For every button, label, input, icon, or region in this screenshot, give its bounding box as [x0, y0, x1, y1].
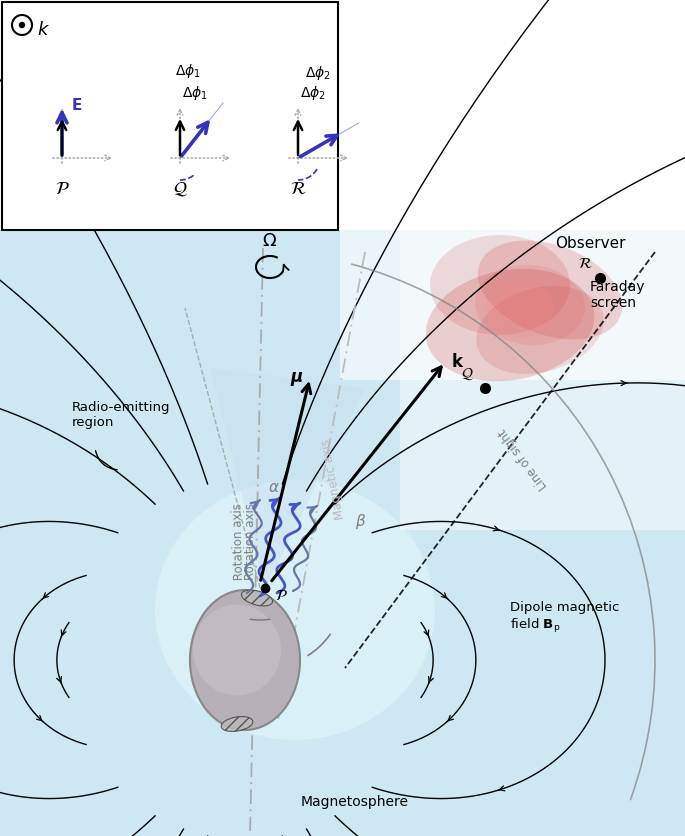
- Ellipse shape: [476, 286, 603, 374]
- Ellipse shape: [430, 235, 570, 335]
- Text: $\Delta\phi_2$: $\Delta\phi_2$: [300, 84, 326, 102]
- Text: $\Delta\phi_1$: $\Delta\phi_1$: [175, 62, 201, 80]
- Text: Radio-emitting
region: Radio-emitting region: [72, 401, 171, 429]
- Text: $\mathcal{R}$: $\mathcal{R}$: [578, 256, 593, 271]
- Text: Line of sight: Line of sight: [496, 426, 549, 492]
- Text: $\mathcal{Q}$: $\mathcal{Q}$: [461, 367, 474, 382]
- Bar: [340, 230, 685, 380]
- Text: k: k: [37, 21, 47, 39]
- Circle shape: [19, 23, 25, 28]
- Text: Magnetic axis: Magnetic axis: [319, 438, 347, 521]
- Text: Magnetosphere: Magnetosphere: [301, 795, 409, 809]
- Text: $\Delta\phi_2$: $\Delta\phi_2$: [305, 64, 331, 82]
- Ellipse shape: [485, 282, 555, 338]
- Text: $\Omega$: $\Omega$: [262, 232, 277, 250]
- Bar: [400, 230, 685, 530]
- Text: $\boldsymbol{\mu}$: $\boldsymbol{\mu}$: [290, 370, 303, 388]
- Text: $\alpha$: $\alpha$: [268, 480, 280, 495]
- Text: $\mathcal{R}$: $\mathcal{R}$: [290, 180, 306, 198]
- Ellipse shape: [221, 716, 253, 732]
- Text: Dipole magnetic
field $\mathbf{B}_\mathrm{p}$: Dipole magnetic field $\mathbf{B}_\mathr…: [510, 601, 619, 635]
- FancyBboxPatch shape: [2, 2, 338, 230]
- Text: Faraday
screen: Faraday screen: [590, 280, 645, 310]
- Ellipse shape: [190, 590, 300, 730]
- Ellipse shape: [426, 269, 595, 381]
- Ellipse shape: [241, 590, 273, 606]
- Polygon shape: [210, 368, 365, 588]
- Text: Observer: Observer: [555, 236, 625, 251]
- Bar: [0, 230, 685, 836]
- Text: Rotation axis: Rotation axis: [245, 503, 258, 580]
- Text: $\mathcal{P}$: $\mathcal{P}$: [55, 180, 69, 198]
- Text: $\mathcal{Q}$: $\mathcal{Q}$: [173, 180, 187, 198]
- Text: $\mathcal{P}$: $\mathcal{P}$: [275, 588, 288, 603]
- Text: $\Delta\phi_1$: $\Delta\phi_1$: [182, 84, 208, 102]
- Ellipse shape: [475, 265, 585, 345]
- Text: $\beta$: $\beta$: [355, 512, 366, 531]
- Text: $\mathbf{k}$: $\mathbf{k}$: [451, 353, 464, 371]
- Text: Rotation axis: Rotation axis: [231, 503, 246, 581]
- Ellipse shape: [155, 480, 435, 740]
- Ellipse shape: [193, 604, 281, 696]
- Ellipse shape: [478, 241, 622, 339]
- Text: E: E: [72, 98, 82, 113]
